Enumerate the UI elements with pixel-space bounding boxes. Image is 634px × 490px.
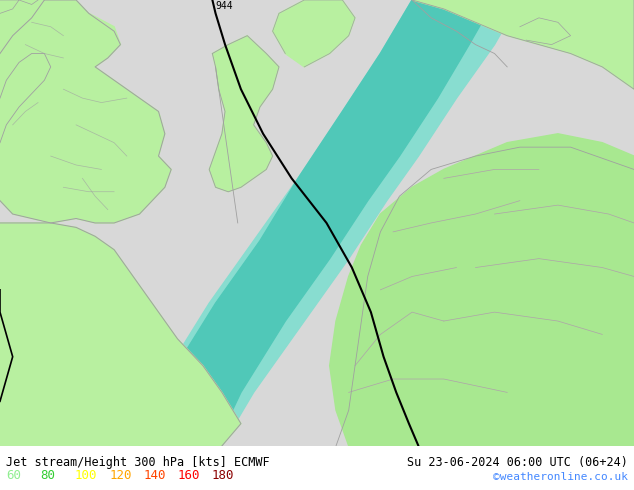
Polygon shape <box>19 0 38 4</box>
Polygon shape <box>0 0 44 53</box>
Polygon shape <box>209 36 279 192</box>
Text: 140: 140 <box>143 469 165 482</box>
Text: Jet stream/Height 300 hPa [kts] ECMWF: Jet stream/Height 300 hPa [kts] ECMWF <box>6 456 270 468</box>
Text: 180: 180 <box>212 469 234 482</box>
Polygon shape <box>520 18 571 45</box>
Text: 100: 100 <box>75 469 97 482</box>
Polygon shape <box>273 0 355 67</box>
Text: 120: 120 <box>109 469 131 482</box>
Polygon shape <box>0 53 51 143</box>
Polygon shape <box>0 0 19 13</box>
Polygon shape <box>0 0 171 223</box>
Polygon shape <box>108 0 520 446</box>
Polygon shape <box>120 366 209 446</box>
Polygon shape <box>330 134 634 446</box>
Polygon shape <box>0 223 241 446</box>
Text: 944: 944 <box>216 1 233 11</box>
Text: 160: 160 <box>178 469 200 482</box>
Text: 60: 60 <box>6 469 22 482</box>
Text: 80: 80 <box>41 469 56 482</box>
Text: ©weatheronline.co.uk: ©weatheronline.co.uk <box>493 472 628 482</box>
Text: Su 23-06-2024 06:00 UTC (06+24): Su 23-06-2024 06:00 UTC (06+24) <box>407 456 628 468</box>
Polygon shape <box>412 0 634 89</box>
Polygon shape <box>139 0 495 446</box>
